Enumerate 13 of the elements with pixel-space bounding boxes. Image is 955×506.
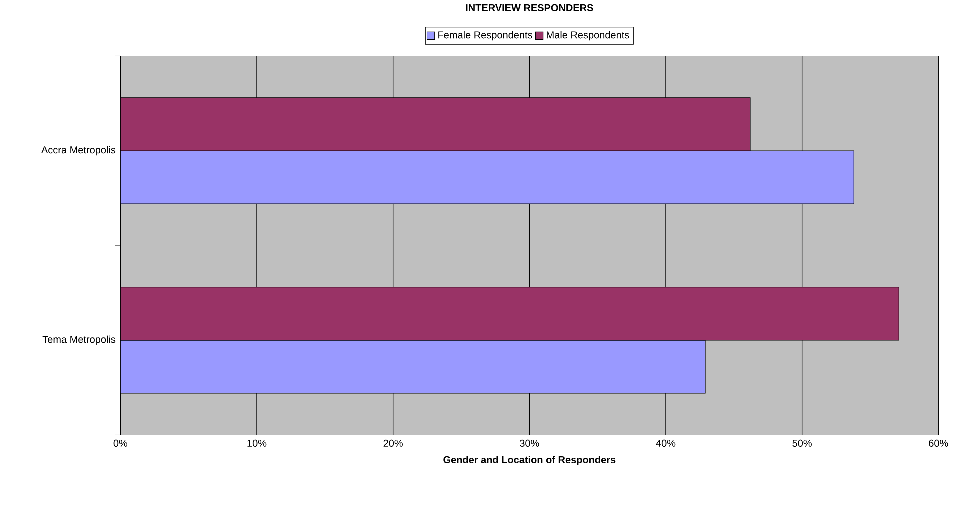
x-tick-label: 20%	[384, 440, 403, 447]
legend-label: Male Respondents	[547, 31, 630, 41]
x-tick-label: 50%	[792, 440, 812, 447]
y-tick-label: Accra Metropolis	[42, 146, 116, 156]
chart-title: INTERVIEW RESPONDERS	[466, 4, 594, 12]
x-tick-label: 40%	[656, 440, 676, 447]
x-tick-label: 0%	[114, 440, 128, 447]
x-tick-label: 30%	[520, 440, 540, 447]
x-tick-label: 60%	[929, 440, 948, 447]
y-tick-label: Tema Metropolis	[42, 336, 116, 345]
legend-label: Female Respondents	[438, 31, 532, 41]
x-tick-label: 10%	[248, 440, 267, 447]
x-axis-title: Gender and Location of Responders	[444, 456, 616, 466]
